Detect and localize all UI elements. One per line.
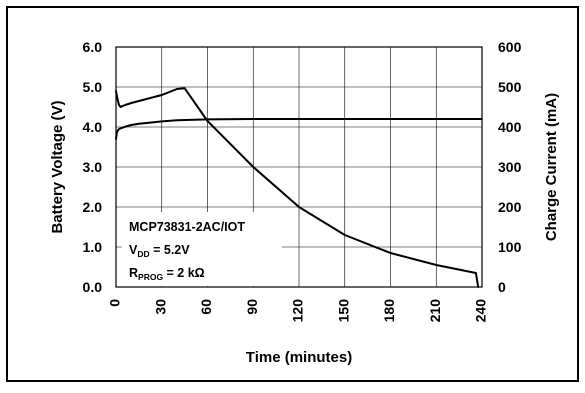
- annotation-rprog-subscript: PROG: [138, 272, 163, 282]
- series: [115, 87, 483, 288]
- y-left-tick-label: 5.0: [83, 79, 103, 95]
- x-tick-label: 0: [107, 299, 123, 307]
- y-left-tick-label: 4.0: [83, 119, 103, 135]
- annotation-device: MCP73831-2AC/IOT: [129, 220, 245, 234]
- battery-voltage-line: [115, 118, 483, 140]
- grid: [116, 47, 482, 287]
- annotation-rprog-symbol: R: [129, 266, 138, 280]
- x-tick-label: 210: [427, 299, 443, 323]
- annotation-vdd-subscript: DD: [137, 249, 149, 259]
- plot-area-border: [115, 46, 483, 288]
- y-left-tick-label: 6.0: [83, 39, 103, 55]
- y-right-tick-label: 400: [498, 119, 522, 135]
- y-left-tick-label: 1.0: [83, 239, 103, 255]
- x-tick-label: 90: [244, 299, 260, 315]
- x-tick-label: 150: [335, 299, 351, 323]
- annotation-box: MCP73831-2AC/IOT VDD = 5.2V RPROG = 2 kΩ: [122, 212, 282, 286]
- x-tick-label: 30: [152, 299, 168, 315]
- y-right-tick-label: 500: [498, 79, 522, 95]
- y-left-tick-label: 0.0: [83, 279, 103, 295]
- y-right-tick-label: 200: [498, 199, 522, 215]
- annotation-vdd-symbol: V: [129, 243, 138, 257]
- outer-frame: [6, 6, 579, 382]
- annotation-rprog: RPROG = 2 kΩ: [129, 266, 205, 282]
- x-tick-label: 240: [473, 299, 489, 323]
- y-right-tick-label: 600: [498, 39, 522, 55]
- y-right-axis-title: Charge Current (mA): [543, 93, 560, 241]
- y-right-tick-label: 0: [498, 279, 506, 295]
- x-tick-label: 120: [290, 299, 306, 323]
- y-left-tick-label: 3.0: [83, 159, 103, 175]
- y-right-tick-label: 300: [498, 159, 522, 175]
- annotation-rprog-value: = 2 kΩ: [163, 266, 205, 280]
- charge-current-line: [115, 87, 480, 288]
- annotation-vdd-value: = 5.2V: [150, 243, 191, 257]
- annotation-background: [122, 212, 282, 286]
- x-axis-title: Time (minutes): [246, 349, 352, 366]
- y-left-tick-label: 2.0: [83, 199, 103, 215]
- x-tick-label: 180: [381, 299, 397, 323]
- x-tick-label: 60: [198, 299, 214, 315]
- y-left-axis-title: Battery Voltage (V): [49, 100, 66, 233]
- annotation-vdd: VDD = 5.2V: [129, 243, 190, 259]
- y-right-tick-label: 100: [498, 239, 522, 255]
